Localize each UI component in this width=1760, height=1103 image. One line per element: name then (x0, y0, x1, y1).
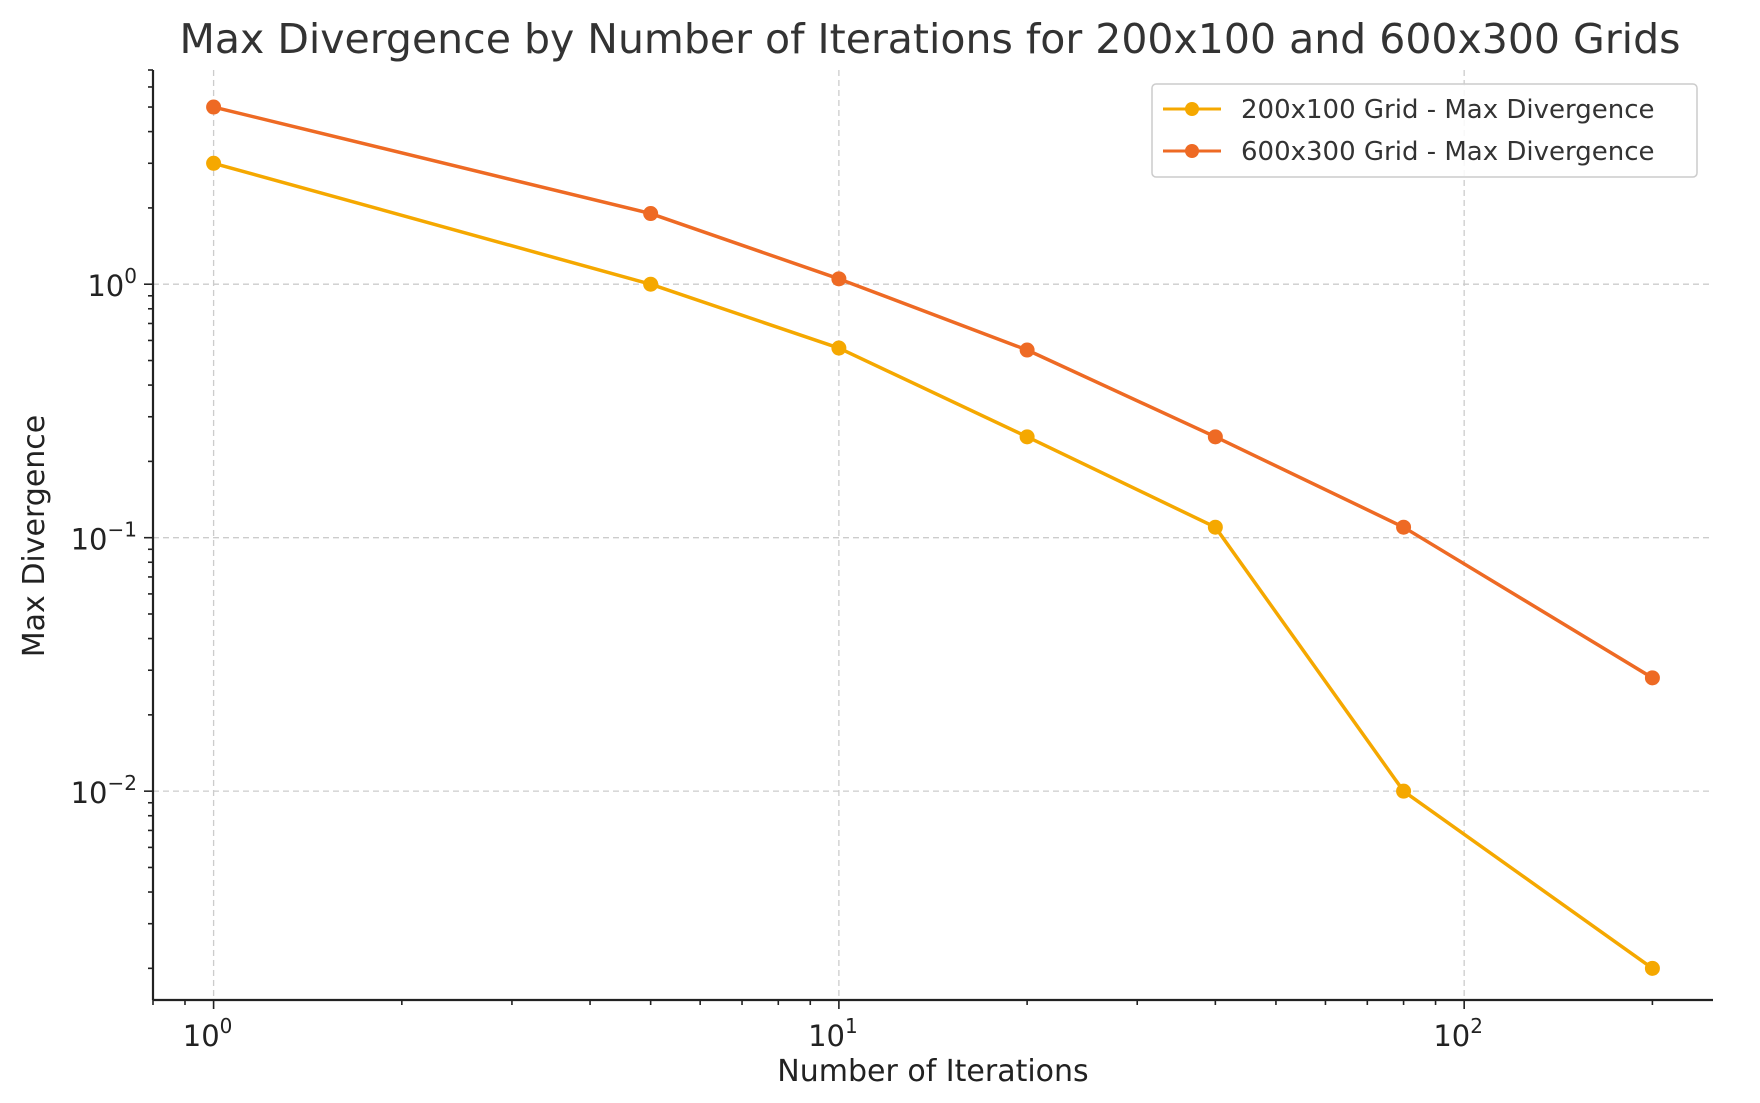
x-tick-label-exponent: 0 (220, 1014, 233, 1038)
y-tick-label: 10−1 (71, 518, 137, 557)
x-tick-label: 101 (808, 1014, 858, 1053)
data-point (1207, 519, 1223, 535)
legend-label-600x300: 600x300 Grid - Max Divergence (1241, 137, 1655, 167)
x-tick-label-base: 10 (1433, 1019, 1470, 1053)
legend-marker-200x100 (1185, 102, 1199, 116)
series-1 (206, 99, 1660, 686)
legend: 200x100 Grid - Max Divergence 600x300 Gr… (1151, 83, 1698, 178)
y-tick-label: 100 (87, 264, 137, 303)
grid-lines (153, 70, 1713, 1000)
data-point (831, 340, 847, 356)
series-group (206, 99, 1660, 976)
x-tick-label-exponent: 1 (845, 1014, 858, 1038)
y-tick-label-base: 10 (87, 269, 124, 303)
data-point (206, 155, 222, 171)
series-0 (206, 155, 1660, 976)
data-point (643, 276, 659, 292)
data-point (1644, 960, 1660, 976)
y-tick-label-base: 10 (71, 523, 108, 557)
y-tick-label: 10−2 (71, 771, 137, 810)
data-point (1019, 429, 1035, 445)
x-axis-label: Number of Iterations (777, 1054, 1088, 1089)
data-point (1396, 519, 1412, 535)
data-point (206, 99, 222, 115)
data-point (1396, 783, 1412, 799)
y-tick-label-base: 10 (71, 776, 108, 810)
x-tick-label: 100 (183, 1014, 233, 1053)
y-tick-label-exponent: 0 (124, 264, 137, 288)
y-tick-label-exponent: −1 (108, 518, 137, 542)
chart-title: Max Divergence by Number of Iterations f… (180, 15, 1681, 63)
x-tick-label-base: 10 (808, 1019, 845, 1053)
data-point (643, 206, 659, 222)
y-tick-label-exponent: −2 (108, 771, 137, 795)
x-tick-label-base: 10 (183, 1019, 220, 1053)
x-tick-label-exponent: 2 (1470, 1014, 1483, 1038)
legend-label-200x100: 200x100 Grid - Max Divergence (1241, 95, 1655, 125)
legend-frame (1151, 83, 1698, 178)
legend-marker-600x300 (1185, 144, 1199, 158)
data-point (831, 271, 847, 287)
x-tick-label: 102 (1433, 1014, 1483, 1053)
data-point (1644, 670, 1660, 686)
y-axis-label: Max Divergence (17, 415, 52, 657)
data-point (1207, 429, 1223, 445)
data-point (1019, 342, 1035, 358)
